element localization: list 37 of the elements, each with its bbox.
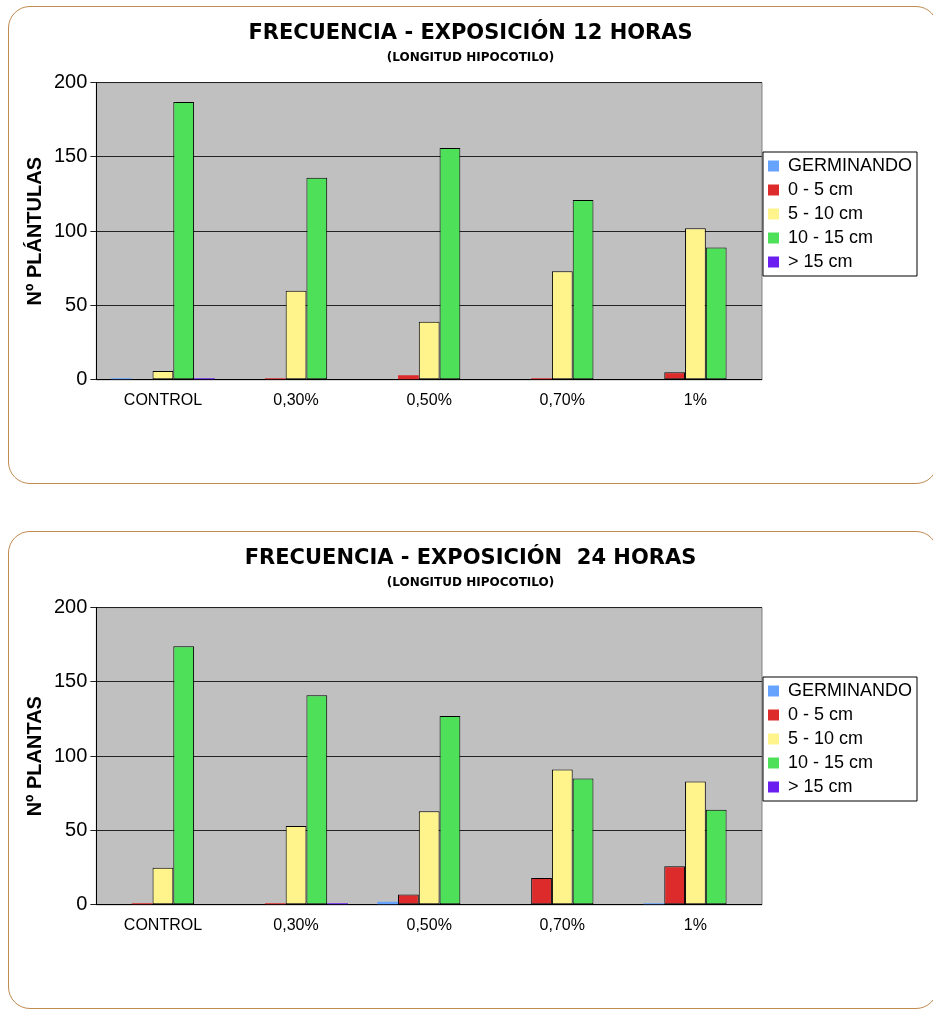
legend-label: GERMINANDO (788, 154, 913, 175)
y-tick-label: 0 (76, 892, 88, 915)
legend-label: 5 - 10 cm (788, 727, 864, 748)
y-tick-label: 200 (53, 70, 88, 93)
x-tick-label: 0,50% (406, 390, 452, 408)
y-tick-label: 150 (53, 669, 88, 692)
x-tick-label: 0,70% (539, 915, 585, 933)
legend-label: > 15 cm (788, 250, 853, 271)
x-tick-label: CONTROL (123, 915, 203, 933)
x-tick-label: 0,30% (273, 390, 319, 408)
y-tick-label: 200 (53, 595, 88, 618)
x-tick-label: 0,70% (539, 390, 585, 408)
legend-label: 0 - 5 cm (788, 703, 854, 724)
y-tick-label: 50 (65, 293, 88, 316)
y-tick-label: 50 (65, 818, 88, 841)
chart-title: FRECUENCIA - EXPOSICIÓN 24 HORAS (244, 544, 697, 570)
y-axis-title: Nº PLANTAS (22, 696, 45, 817)
y-tick-label: 0 (76, 367, 88, 390)
chart-title: FRECUENCIA - EXPOSICIÓN 12 HORAS (248, 19, 693, 45)
x-tick-label: CONTROL (123, 390, 203, 408)
chart-subtitle: (LONGITUD HIPOCOTILO) (386, 49, 555, 64)
x-tick-label: 0,50% (406, 915, 452, 933)
x-tick-label: 0,30% (273, 915, 319, 933)
y-tick-label: 100 (53, 743, 88, 766)
x-tick-label: 1% (683, 915, 707, 933)
legend-label: 10 - 15 cm (788, 751, 874, 772)
legend-label: GERMINANDO (788, 679, 913, 700)
chart-subtitle: (LONGITUD HIPOCOTILO) (386, 574, 555, 589)
legend-label: 5 - 10 cm (788, 202, 864, 223)
x-tick-label: 1% (683, 390, 707, 408)
y-tick-label: 150 (53, 144, 88, 167)
y-axis-title: Nº PLÁNTULAS (22, 156, 45, 306)
y-tick-label: 100 (53, 218, 88, 241)
bar (398, 375, 419, 380)
legend-label: 10 - 15 cm (788, 226, 874, 247)
legend-label: 0 - 5 cm (788, 178, 854, 199)
legend-label: > 15 cm (788, 775, 853, 796)
